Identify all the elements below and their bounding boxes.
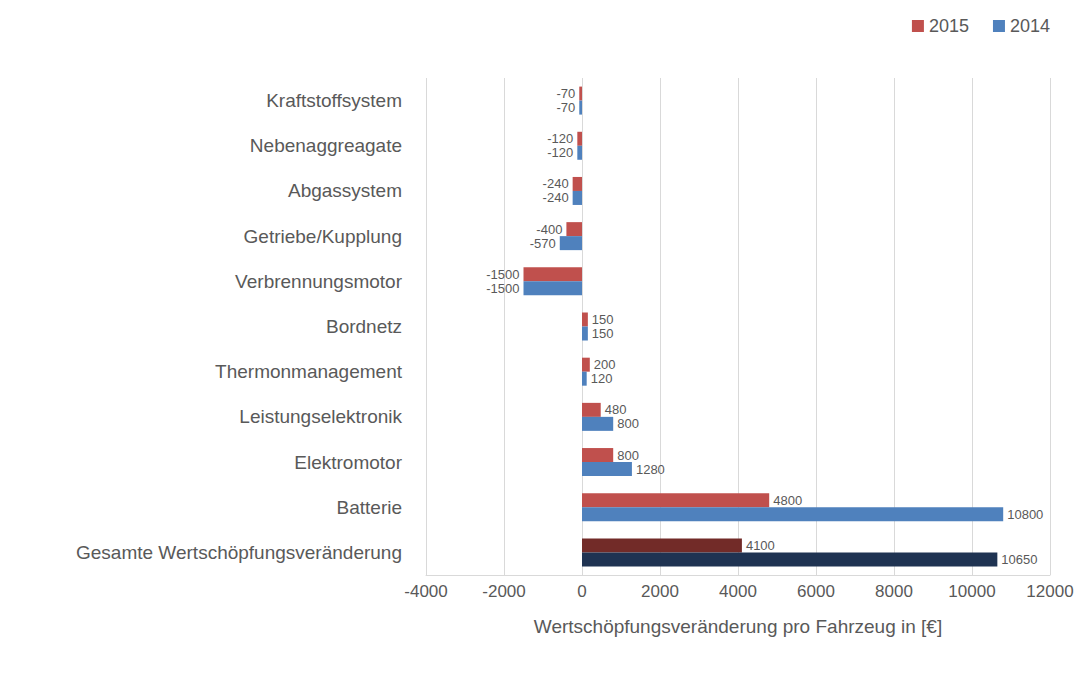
svg-text:800: 800 <box>617 416 639 431</box>
svg-text:480: 480 <box>605 402 627 417</box>
svg-text:Batterie: Batterie <box>337 497 402 518</box>
svg-text:10000: 10000 <box>948 582 995 601</box>
svg-text:800: 800 <box>617 448 639 463</box>
svg-text:4800: 4800 <box>773 493 802 508</box>
svg-text:-1500: -1500 <box>486 281 519 296</box>
svg-text:0: 0 <box>577 582 586 601</box>
svg-text:-240: -240 <box>543 190 569 205</box>
svg-text:6000: 6000 <box>797 582 835 601</box>
svg-text:-1500: -1500 <box>486 267 519 282</box>
svg-text:Kraftstoffsystem: Kraftstoffsystem <box>266 90 402 111</box>
svg-text:-70: -70 <box>556 86 575 101</box>
svg-text:-400: -400 <box>536 222 562 237</box>
svg-text:Abgassystem: Abgassystem <box>288 180 402 201</box>
svg-text:Elektromotor: Elektromotor <box>294 452 402 473</box>
svg-text:Getriebe/Kupplung: Getriebe/Kupplung <box>244 226 402 247</box>
svg-text:12000: 12000 <box>1026 582 1073 601</box>
svg-text:-4000: -4000 <box>404 582 447 601</box>
svg-text:-120: -120 <box>547 131 573 146</box>
svg-text:120: 120 <box>591 371 613 386</box>
svg-text:-120: -120 <box>547 145 573 160</box>
svg-text:1280: 1280 <box>636 462 665 477</box>
svg-text:Leistungselektronik: Leistungselektronik <box>239 406 402 427</box>
svg-text:4100: 4100 <box>746 538 775 553</box>
svg-text:Verbrennungsmotor: Verbrennungsmotor <box>235 271 403 292</box>
svg-text:-240: -240 <box>543 176 569 191</box>
svg-text:-570: -570 <box>530 236 556 251</box>
svg-text:Gesamte Wertschöpfungsveränder: Gesamte Wertschöpfungsveränderung <box>76 542 402 563</box>
svg-text:2014: 2014 <box>1010 16 1050 36</box>
svg-text:150: 150 <box>592 312 614 327</box>
svg-text:10650: 10650 <box>1001 552 1037 567</box>
svg-text:Bordnetz: Bordnetz <box>326 316 402 337</box>
svg-text:-2000: -2000 <box>482 582 525 601</box>
svg-text:Wertschöpfungsveränderung pro: Wertschöpfungsveränderung pro Fahrzeug i… <box>534 616 942 637</box>
svg-text:-70: -70 <box>556 100 575 115</box>
svg-text:200: 200 <box>594 357 616 372</box>
svg-text:8000: 8000 <box>875 582 913 601</box>
svg-text:Nebenaggreagate: Nebenaggreagate <box>250 135 402 156</box>
svg-text:150: 150 <box>592 326 614 341</box>
svg-text:2015: 2015 <box>929 16 969 36</box>
svg-text:Thermonmanagement: Thermonmanagement <box>215 361 403 382</box>
svg-text:2000: 2000 <box>641 582 679 601</box>
svg-text:10800: 10800 <box>1007 507 1043 522</box>
svg-text:4000: 4000 <box>719 582 757 601</box>
